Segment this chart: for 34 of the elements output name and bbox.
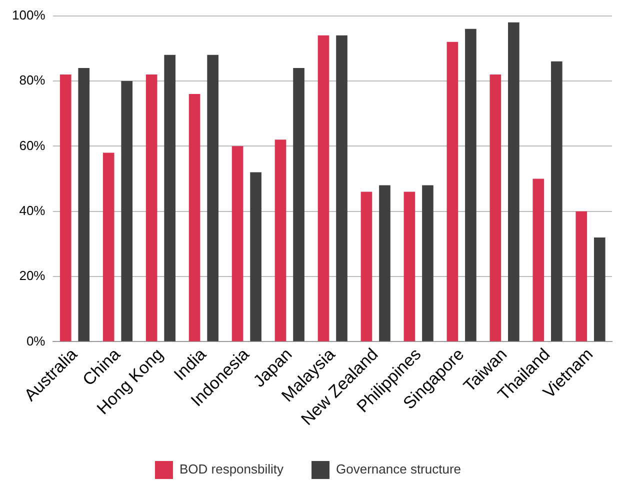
bar [78, 68, 90, 342]
bar [594, 237, 606, 342]
bar [60, 74, 72, 342]
bar [121, 80, 133, 342]
bar [232, 146, 244, 342]
bar [207, 54, 218, 342]
bar [508, 22, 520, 342]
bar [422, 185, 434, 342]
y-tick-label: 80% [19, 72, 46, 88]
bar [576, 211, 588, 342]
y-tick-label: 100% [12, 7, 46, 22]
bar [379, 185, 390, 342]
bar [404, 192, 416, 342]
bar [250, 172, 262, 342]
bar [146, 74, 158, 342]
bar [318, 35, 330, 342]
legend-label: BOD responsbility [179, 462, 284, 477]
legend-label: Governance structure [336, 462, 462, 477]
bar [102, 152, 114, 342]
bar [164, 54, 176, 342]
bar [360, 192, 372, 342]
y-tick-label: 20% [19, 268, 46, 284]
bar [293, 68, 304, 342]
bar [336, 35, 348, 342]
bar [465, 28, 476, 342]
y-tick-label: 0% [26, 333, 46, 348]
y-tick-label: 60% [19, 138, 46, 153]
bar [188, 94, 200, 342]
bar [551, 61, 562, 342]
bar [532, 178, 544, 342]
y-tick-label: 40% [19, 202, 46, 218]
bar [490, 74, 502, 342]
bar [274, 140, 286, 342]
bar [446, 42, 458, 342]
